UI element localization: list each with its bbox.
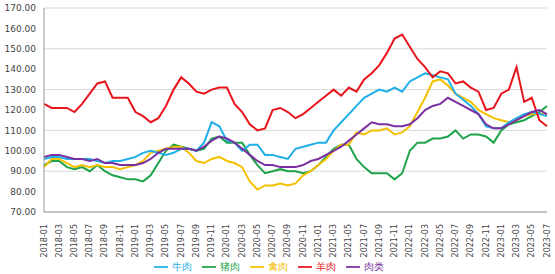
svg-text:100.00: 100.00 [8, 146, 36, 156]
svg-text:170.00: 170.00 [8, 3, 36, 13]
html-text:禽肉: 禽肉 [267, 261, 288, 272]
svg-text:2018-05: 2018-05 [70, 224, 79, 257]
html-text:牛肉: 牛肉 [171, 261, 192, 272]
svg-text:2021-09: 2021-09 [375, 224, 384, 257]
svg-text:2020-03: 2020-03 [238, 224, 247, 257]
svg-text:2022-11: 2022-11 [482, 224, 491, 257]
svg-text:2018-11: 2018-11 [116, 224, 125, 257]
svg-text:2021-11: 2021-11 [390, 224, 399, 257]
svg-text:160.00: 160.00 [8, 24, 36, 34]
svg-text:80.00: 80.00 [10, 187, 36, 197]
svg-text:2018-07: 2018-07 [85, 224, 94, 257]
svg-text:2022-07: 2022-07 [451, 224, 460, 257]
html-text:羊肉: 羊肉 [315, 261, 336, 272]
svg-text:2018-03: 2018-03 [55, 224, 64, 257]
svg-text:140.00: 140.00 [8, 64, 36, 74]
svg-text:2020-05: 2020-05 [253, 224, 262, 257]
svg-text:2021-03: 2021-03 [329, 224, 338, 257]
svg-text:2020-11: 2020-11 [299, 224, 308, 257]
svg-text:2020-07: 2020-07 [268, 224, 277, 257]
svg-text:2019-01: 2019-01 [131, 224, 140, 257]
svg-text:2019-03: 2019-03 [146, 224, 155, 257]
svg-text:2023-05: 2023-05 [527, 224, 536, 257]
svg-text:110.00: 110.00 [8, 126, 36, 136]
svg-text:2019-11: 2019-11 [207, 224, 216, 257]
html-text:猪肉: 猪肉 [219, 261, 240, 272]
svg-text:2021-05: 2021-05 [344, 224, 353, 257]
svg-text:2022-03: 2022-03 [421, 224, 430, 257]
svg-text:70.00: 70.00 [10, 207, 36, 217]
svg-text:2018-09: 2018-09 [100, 224, 109, 257]
svg-text:130.00: 130.00 [8, 85, 36, 95]
svg-text:2023-03: 2023-03 [512, 224, 521, 257]
svg-text:150.00: 150.00 [8, 44, 36, 54]
svg-text:90.00: 90.00 [10, 166, 36, 176]
svg-text:2022-09: 2022-09 [466, 224, 475, 257]
svg-text:2020-09: 2020-09 [283, 224, 292, 257]
svg-text:2023-01: 2023-01 [497, 224, 506, 257]
svg-text:2021-07: 2021-07 [360, 224, 369, 257]
svg-text:2022-01: 2022-01 [405, 224, 414, 257]
svg-text:2019-09: 2019-09 [192, 224, 201, 257]
svg-text:2023-07: 2023-07 [543, 224, 548, 257]
svg-text:2020-01: 2020-01 [222, 224, 231, 257]
svg-text:2021-01: 2021-01 [314, 224, 323, 257]
svg-text:2018-01: 2018-01 [40, 224, 49, 257]
svg-text:2019-07: 2019-07 [177, 224, 186, 257]
svg-text:2019-05: 2019-05 [161, 224, 170, 257]
svg-text:120.00: 120.00 [8, 105, 36, 115]
html-text:肉类: 肉类 [363, 261, 384, 272]
svg-text:2022-05: 2022-05 [436, 224, 445, 257]
